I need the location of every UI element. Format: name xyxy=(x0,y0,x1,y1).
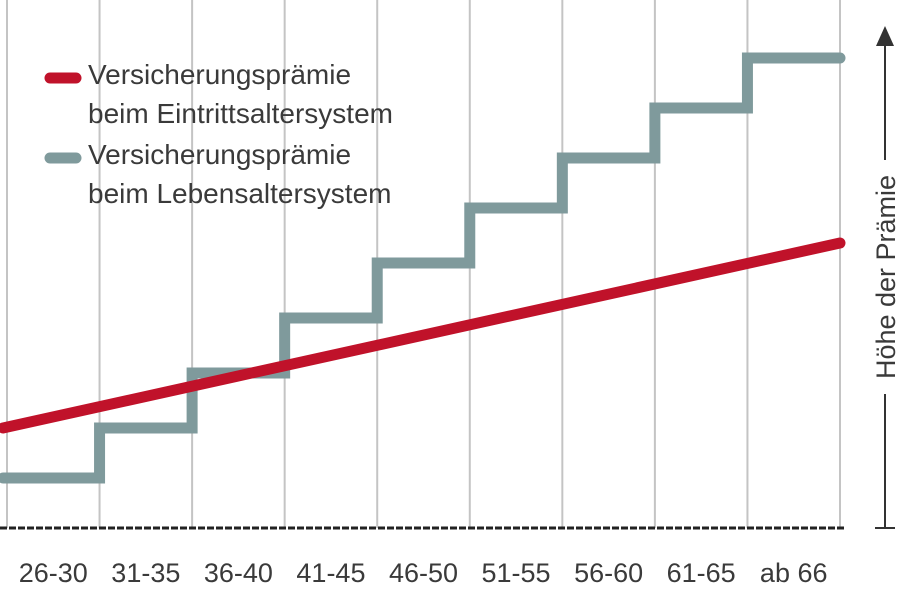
x-tick-labels: 26-30 31-35 36-40 41-45 46-50 51-55 56-60 61-65… xyxy=(19,558,828,588)
legend-label-line: beim Lebensaltersystem xyxy=(88,178,391,209)
x-tick-label: 41-45 xyxy=(296,558,365,588)
y-axis-title: Höhe der Prämie xyxy=(871,175,900,379)
legend-label-line: Versicherungsprämie xyxy=(88,59,351,90)
x-tick-label: 36-40 xyxy=(204,558,273,588)
legend-label-line: beim Eintrittsaltersystem xyxy=(88,98,393,129)
legend: Versicherungsprämie beim Eintrittsaltersy… xyxy=(44,59,393,209)
x-tick-label: ab 66 xyxy=(760,558,828,588)
x-tick-label: 61-65 xyxy=(667,558,736,588)
y-axis-arrow-icon xyxy=(876,26,894,46)
x-tick-label: 26-30 xyxy=(19,558,88,588)
x-tick-label: 56-60 xyxy=(574,558,643,588)
series-lines xyxy=(0,52,846,484)
x-tick-label: 31-35 xyxy=(111,558,180,588)
axes xyxy=(0,26,895,530)
x-tick-label: 51-55 xyxy=(482,558,551,588)
series-line-eintrittsalter xyxy=(0,237,846,434)
y-axis-title-group: Höhe der Prämie xyxy=(871,175,900,379)
series-line-lebensalter xyxy=(0,52,846,484)
legend-label-line: Versicherungsprämie xyxy=(88,139,351,170)
x-tick-label: 46-50 xyxy=(389,558,458,588)
